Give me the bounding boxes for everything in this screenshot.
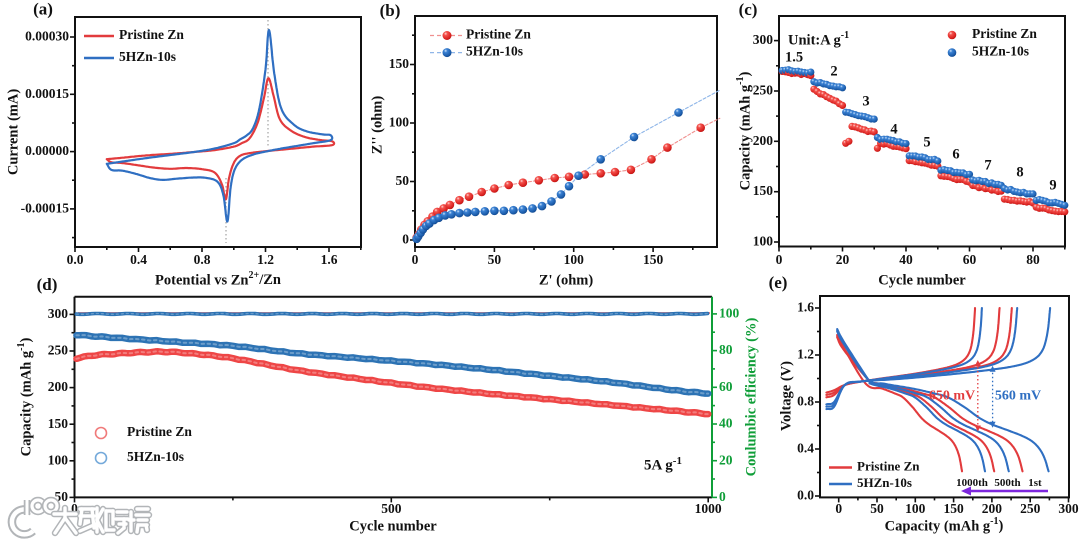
svg-text:-0.00015: -0.00015: [21, 200, 70, 215]
svg-text:200: 200: [753, 133, 774, 148]
svg-text:Pristine Zn: Pristine Zn: [857, 458, 920, 473]
svg-text:5HZn-10s: 5HZn-10s: [857, 475, 912, 490]
svg-text:7: 7: [984, 157, 991, 173]
svg-text:(a): (a): [33, 0, 53, 18]
svg-text:0: 0: [402, 232, 409, 247]
svg-text:60: 60: [963, 252, 977, 267]
svg-text:1000th: 1000th: [956, 477, 988, 489]
svg-text:1.2: 1.2: [797, 347, 814, 362]
svg-text:250: 250: [1020, 501, 1041, 516]
svg-text:100: 100: [564, 252, 585, 267]
svg-text:300: 300: [48, 306, 69, 321]
svg-text:50: 50: [488, 252, 502, 267]
svg-text:200: 200: [48, 379, 69, 394]
svg-text:80: 80: [719, 342, 733, 357]
svg-text:Voltage (V): Voltage (V): [778, 361, 794, 431]
svg-text:5: 5: [923, 134, 930, 150]
svg-text:Unit:A g-1: Unit:A g-1: [788, 30, 849, 48]
svg-text:Coulumbic efficiency (%): Coulumbic efficiency (%): [743, 318, 759, 477]
svg-text:100: 100: [48, 452, 69, 467]
svg-text:0: 0: [412, 252, 419, 267]
svg-text:Z' (ohm): Z' (ohm): [539, 272, 594, 288]
svg-text:560 mV: 560 mV: [995, 389, 1041, 404]
svg-text:Z'' (ohm): Z'' (ohm): [369, 96, 385, 155]
svg-text:150: 150: [643, 252, 664, 267]
svg-text:1.5: 1.5: [785, 49, 803, 65]
svg-text:1st: 1st: [1028, 477, 1042, 489]
svg-text:5HZn-10s: 5HZn-10s: [972, 44, 1029, 59]
svg-text:6: 6: [952, 146, 959, 162]
svg-text:(e): (e): [769, 273, 788, 292]
svg-text:5HZn-10s: 5HZn-10s: [119, 49, 176, 64]
svg-text:Pristine Zn: Pristine Zn: [466, 27, 531, 42]
svg-text:100: 100: [389, 115, 410, 130]
svg-text:0.0: 0.0: [67, 252, 84, 267]
svg-text:Cycle number: Cycle number: [878, 272, 966, 288]
svg-text:200: 200: [982, 501, 1003, 516]
svg-text:250: 250: [48, 343, 69, 358]
svg-text:Current (mA): Current (mA): [5, 89, 21, 175]
svg-text:40: 40: [719, 416, 733, 431]
svg-text:5A g-1: 5A g-1: [644, 455, 682, 474]
svg-text:20: 20: [719, 452, 733, 467]
svg-text:650 mV: 650 mV: [929, 389, 975, 404]
svg-text:250: 250: [753, 83, 774, 98]
svg-text:5HZn-10s: 5HZn-10s: [466, 44, 523, 59]
svg-text:0.4: 0.4: [130, 252, 147, 267]
svg-text:1000: 1000: [695, 501, 722, 516]
svg-text:0: 0: [719, 489, 726, 504]
svg-text:0.00030: 0.00030: [25, 29, 69, 44]
svg-text:2: 2: [830, 63, 837, 79]
svg-text:150: 150: [943, 501, 964, 516]
svg-text:5HZn-10s: 5HZn-10s: [127, 449, 184, 464]
svg-text:3: 3: [862, 93, 869, 109]
svg-text:50: 50: [870, 501, 884, 516]
svg-text:Pristine Zn: Pristine Zn: [972, 26, 1037, 41]
svg-text:150: 150: [753, 183, 774, 198]
svg-text:(c): (c): [739, 0, 758, 19]
svg-text:500th: 500th: [994, 477, 1020, 489]
svg-text:(d): (d): [37, 275, 58, 294]
svg-text:0.00015: 0.00015: [25, 86, 69, 101]
svg-text:40: 40: [899, 252, 913, 267]
svg-text:300: 300: [1058, 501, 1079, 516]
svg-text:300: 300: [753, 32, 774, 47]
svg-text:0.8: 0.8: [194, 252, 211, 267]
svg-text:150: 150: [389, 56, 410, 71]
svg-text:Capacity (mAh g-1): Capacity (mAh g-1): [735, 71, 753, 190]
svg-text:500: 500: [381, 501, 402, 516]
svg-text:100: 100: [905, 501, 926, 516]
svg-text:Cycle number: Cycle number: [349, 518, 437, 534]
svg-text:Pristine Zn: Pristine Zn: [127, 424, 192, 439]
svg-text:(b): (b): [380, 1, 401, 20]
svg-text:1.6: 1.6: [321, 252, 338, 267]
svg-text:100: 100: [719, 305, 740, 320]
svg-text:8: 8: [1016, 164, 1023, 180]
svg-text:1.2: 1.2: [257, 252, 274, 267]
svg-text:100: 100: [753, 234, 774, 249]
svg-text:20: 20: [836, 252, 850, 267]
svg-text:0: 0: [776, 252, 783, 267]
svg-text:9: 9: [1049, 177, 1056, 193]
svg-text:Capacity (mAh g-1): Capacity (mAh g-1): [16, 337, 34, 456]
svg-text:80: 80: [1026, 252, 1040, 267]
svg-text:0.4: 0.4: [797, 441, 814, 456]
svg-text:Pristine Zn: Pristine Zn: [119, 27, 184, 42]
svg-text:1.6: 1.6: [797, 300, 814, 315]
svg-text:0: 0: [71, 501, 78, 516]
svg-text:0.8: 0.8: [797, 394, 814, 409]
svg-text:0: 0: [835, 501, 842, 516]
svg-text:60: 60: [719, 379, 733, 394]
svg-text:Capacity (mAh g-1): Capacity (mAh g-1): [885, 516, 1004, 534]
svg-text:0.0: 0.0: [797, 488, 814, 503]
svg-text:4: 4: [890, 121, 897, 137]
svg-text:Potential vs Zn2+/Zn: Potential vs Zn2+/Zn: [155, 270, 281, 288]
svg-text:0.00000: 0.00000: [25, 143, 69, 158]
svg-text:50: 50: [396, 173, 410, 188]
svg-text:150: 150: [48, 416, 69, 431]
